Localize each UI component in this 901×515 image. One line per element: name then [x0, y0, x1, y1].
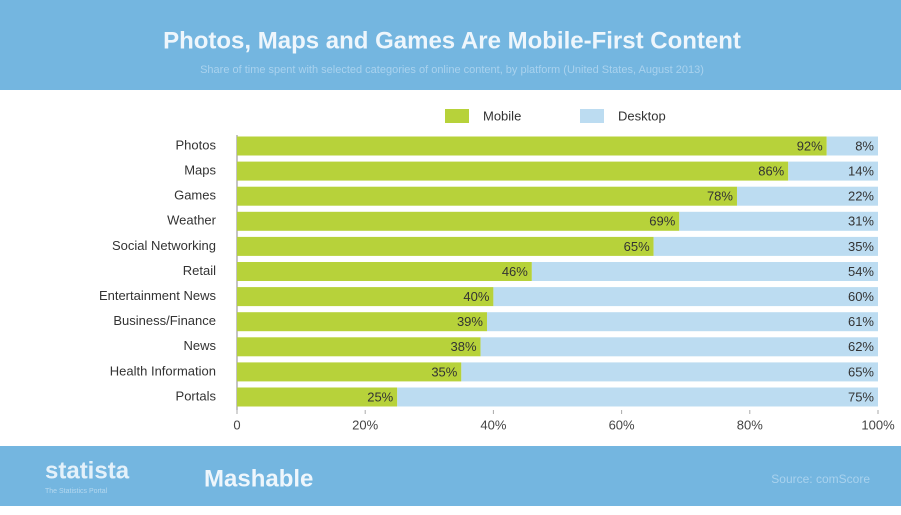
- bar-segment: [237, 287, 494, 307]
- bar-segment: [397, 387, 878, 407]
- value-label: 14%: [848, 164, 874, 179]
- value-label: 69%: [649, 214, 675, 229]
- bar-segment: [237, 236, 654, 256]
- y-tick-label: Business/Finance: [113, 313, 216, 328]
- legend-swatch: [580, 109, 604, 123]
- value-label: 25%: [367, 389, 393, 404]
- footer-brand: statista: [45, 457, 130, 484]
- legend-label: Mobile: [483, 108, 521, 123]
- y-tick-label: Weather: [167, 213, 217, 228]
- chart-title: Photos, Maps and Games Are Mobile-First …: [163, 27, 741, 54]
- value-label: 92%: [797, 138, 823, 153]
- bar-segment: [653, 236, 878, 256]
- y-tick-label: Photos: [176, 137, 217, 152]
- bar-segment: [493, 287, 878, 307]
- y-tick-label: Retail: [183, 263, 216, 278]
- x-tick-label: 80%: [737, 417, 763, 432]
- x-tick-label: 0: [233, 417, 240, 432]
- footer-tagline: The Statistics Portal: [45, 488, 108, 495]
- x-tick-label: 100%: [861, 417, 895, 432]
- x-tick-label: 60%: [609, 417, 635, 432]
- bar-segment: [736, 186, 878, 206]
- value-label: 61%: [848, 314, 874, 329]
- value-label: 46%: [502, 264, 528, 279]
- bar-segment: [461, 362, 878, 382]
- value-label: 40%: [463, 289, 489, 304]
- y-tick-label: Entertainment News: [99, 288, 217, 303]
- value-label: 39%: [457, 314, 483, 329]
- value-label: 60%: [848, 289, 874, 304]
- value-label: 38%: [451, 339, 477, 354]
- value-label: 31%: [848, 214, 874, 229]
- value-label: 62%: [848, 339, 874, 354]
- y-tick-label: News: [183, 338, 216, 353]
- y-tick-label: Health Information: [110, 363, 216, 378]
- value-label: 54%: [848, 264, 874, 279]
- bar-segment: [237, 161, 789, 181]
- header-band: [0, 0, 901, 90]
- y-tick-label: Portals: [176, 388, 217, 403]
- y-tick-label: Maps: [184, 163, 216, 178]
- bar-segment: [237, 186, 737, 206]
- footer-source: Source: comScore: [771, 472, 870, 486]
- bar-segment: [237, 337, 481, 357]
- bar-segment: [486, 312, 878, 332]
- value-label: 35%: [431, 364, 457, 379]
- legend-swatch: [445, 109, 469, 123]
- value-label: 22%: [848, 189, 874, 204]
- value-label: 65%: [624, 239, 650, 254]
- bar-segment: [480, 337, 878, 357]
- bar-segment: [237, 262, 532, 281]
- value-label: 86%: [758, 164, 784, 179]
- bar-segment: [237, 136, 827, 156]
- bar-segment: [788, 161, 878, 181]
- bar-segment: [237, 211, 680, 231]
- legend-label: Desktop: [618, 108, 666, 123]
- bar-segment: [237, 387, 398, 407]
- value-label: 35%: [848, 239, 874, 254]
- y-tick-label: Games: [174, 188, 216, 203]
- value-label: 65%: [848, 364, 874, 379]
- bar-segment: [826, 136, 878, 156]
- footer-band: [0, 446, 901, 506]
- chart-subtitle: Share of time spent with selected catego…: [200, 64, 704, 76]
- value-label: 75%: [848, 389, 874, 404]
- bar-segment: [679, 211, 878, 231]
- bar-segment: [237, 362, 462, 382]
- value-label: 8%: [855, 138, 874, 153]
- bar-segment: [237, 312, 487, 332]
- x-tick-label: 20%: [352, 417, 378, 432]
- y-tick-label: Social Networking: [112, 238, 216, 253]
- x-tick-label: 40%: [480, 417, 506, 432]
- value-label: 78%: [707, 189, 733, 204]
- bar-segment: [531, 262, 878, 281]
- footer-partner: Mashable: [204, 465, 313, 492]
